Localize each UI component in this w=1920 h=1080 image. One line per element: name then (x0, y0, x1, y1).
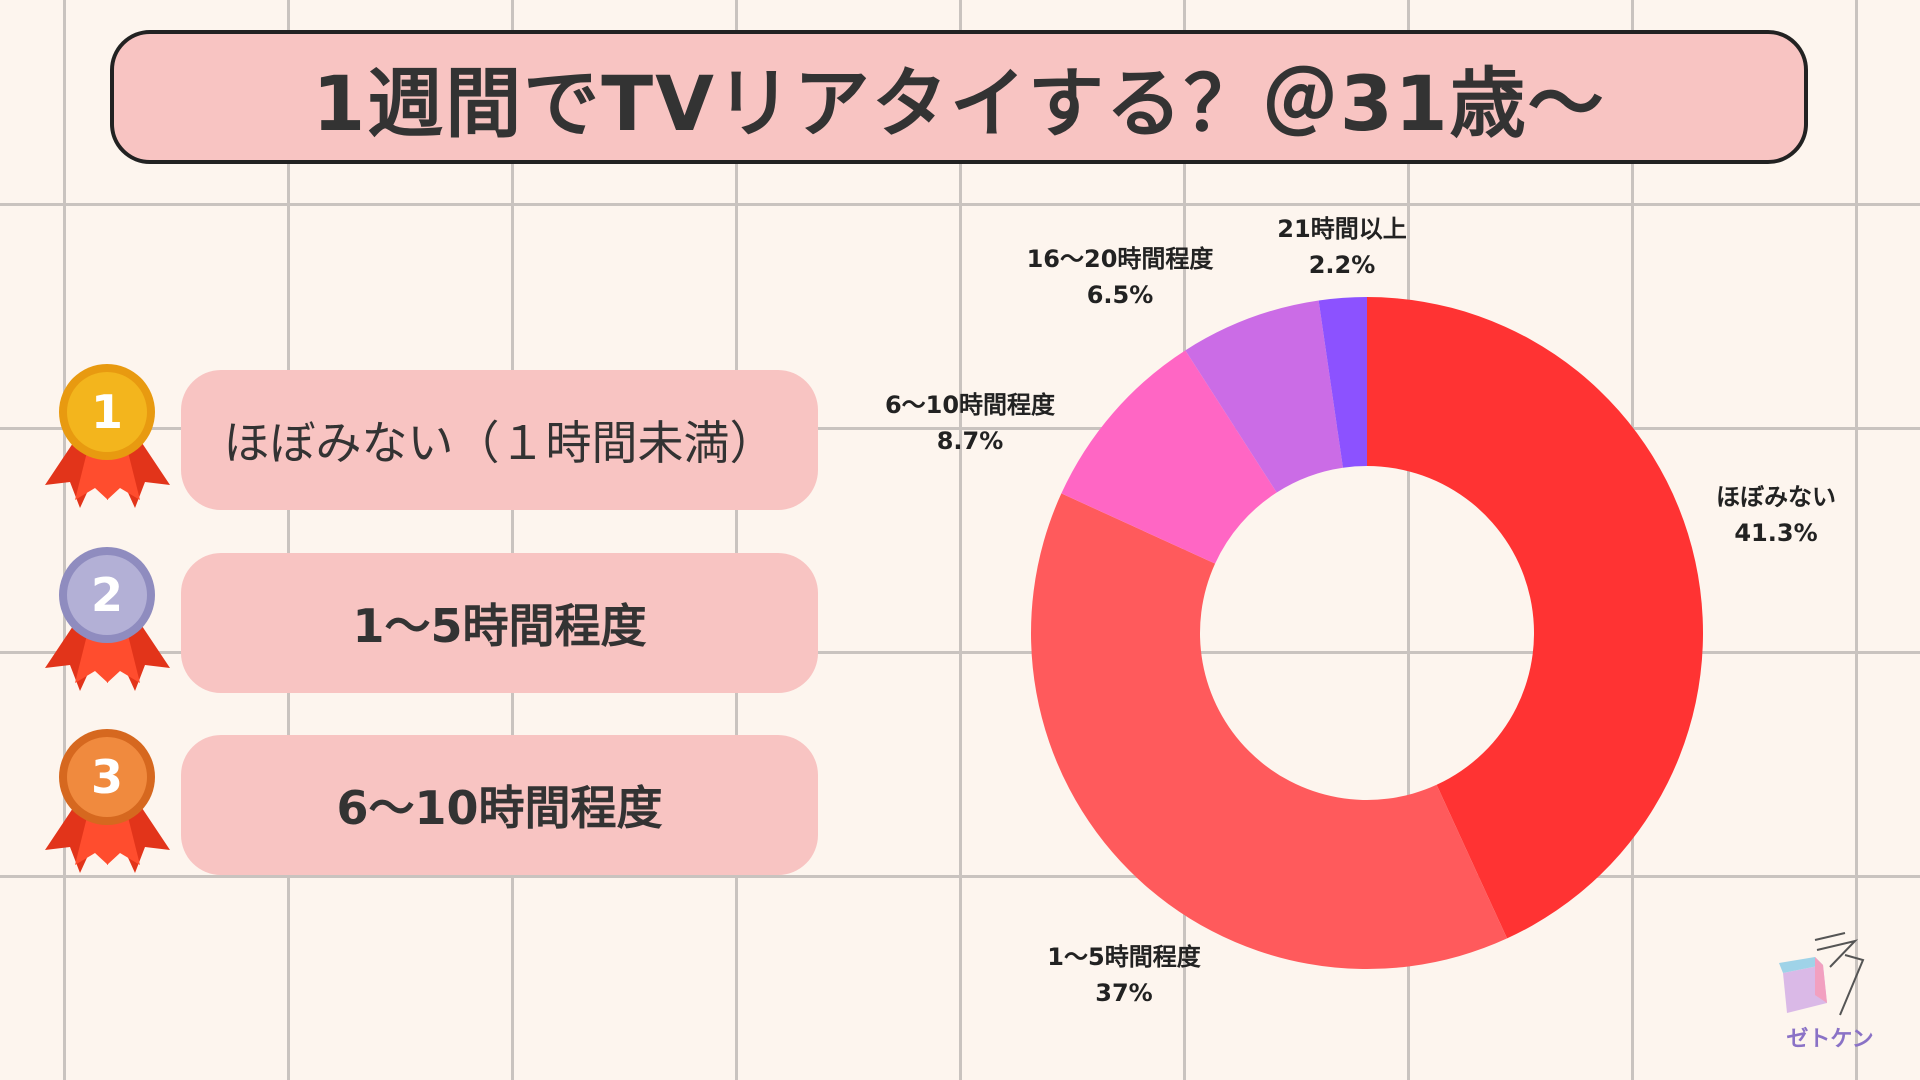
pie-slice-4 (1185, 300, 1343, 493)
logo-cube-icon (1779, 932, 1865, 1016)
bronze-medal-icon: 3 (45, 729, 170, 873)
rank-row-1: 1 ほぼみない（１時間未満） (40, 364, 820, 510)
rank-label-3: 6～10時間程度 (336, 781, 663, 835)
slice-label: 16～20時間程度 (1027, 245, 1215, 273)
slice-value-label: 37% (1095, 979, 1152, 1007)
page-title: 1週間でTVリアタイする？＠31歳～ (312, 59, 1606, 148)
medal-number: 2 (91, 568, 123, 622)
slice-value-label: 6.5% (1087, 281, 1154, 309)
pie-slice-5 (1318, 297, 1367, 468)
silver-medal-icon: 2 (45, 547, 170, 691)
rank-label-2: 1～5時間程度 (352, 599, 647, 653)
gold-medal-icon: 1 (45, 364, 170, 508)
rank-label-1: ほぼみない（１時間未満） (223, 416, 776, 470)
medal-disc (67, 555, 147, 635)
slice-value-label: 41.3% (1734, 519, 1817, 547)
title-banner: 1週間でTVリアタイする？＠31歳～ (110, 30, 1808, 164)
rank-row-3: 3 6～10時間程度 (40, 729, 820, 875)
rank-row-2: 2 1～5時間程度 (40, 547, 820, 693)
logo-text: ゼトケン (1786, 1027, 1874, 1052)
medal-number: 3 (91, 750, 123, 804)
pie-slice-3 (1061, 350, 1277, 564)
pie-slice-1 (1367, 297, 1704, 939)
pie-slice-2 (1030, 493, 1508, 970)
slice-label: ほぼみない (1716, 483, 1836, 511)
rank-pill-3: 6～10時間程度 (181, 735, 818, 875)
slice-value-label: 2.2% (1309, 251, 1376, 279)
slice-label: 1～5時間程度 (1047, 943, 1201, 971)
rank-pill-2: 1～5時間程度 (181, 553, 818, 693)
logo: ゼトケン (1775, 925, 1885, 1055)
rank-pill-1: ほぼみない（１時間未満） (181, 370, 818, 510)
slice-label: 6～10時間程度 (885, 391, 1056, 419)
medal-disc (67, 737, 147, 817)
slice-label: 21時間以上 (1277, 215, 1406, 243)
medal-disc (67, 372, 147, 452)
slice-value-label: 8.7% (937, 427, 1004, 455)
medal-number: 1 (91, 385, 123, 439)
